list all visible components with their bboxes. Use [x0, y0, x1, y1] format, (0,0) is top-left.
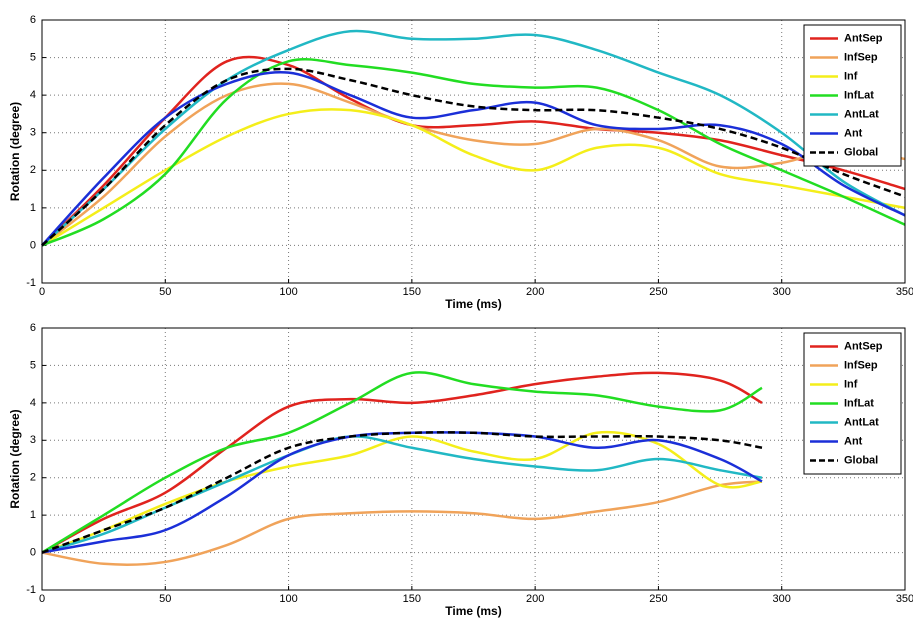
y-tick-label: 2 — [30, 164, 36, 176]
y-tick-label: 4 — [30, 397, 36, 409]
plot-area — [42, 20, 905, 283]
x-tick-label: 150 — [403, 593, 421, 605]
legend-label: Ant — [844, 435, 863, 447]
x-tick-label: 250 — [649, 593, 667, 605]
x-tick-label: 150 — [403, 286, 421, 298]
x-tick-label: 50 — [159, 286, 171, 298]
legend-label: Ant — [844, 127, 863, 139]
series-line — [41, 58, 906, 247]
x-tick-label: 200 — [526, 286, 544, 298]
y-tick-label: 0 — [30, 546, 36, 558]
plot-frame — [41, 327, 906, 591]
series-line — [41, 29, 906, 247]
legend-label: InfSep — [844, 359, 878, 371]
legend-label: AntLat — [844, 416, 879, 428]
y-tick-label: 1 — [30, 509, 36, 521]
y-tick-label: 4 — [30, 89, 36, 101]
x-tick-label: 300 — [773, 286, 791, 298]
series-line — [41, 430, 763, 554]
x-tick-label: 300 — [773, 593, 791, 605]
y-axis-label: Rotation (degree) — [8, 102, 22, 201]
legend-label: InfSep — [844, 51, 878, 63]
y-tick-label: 5 — [30, 359, 36, 371]
legend-label: Inf — [844, 70, 858, 82]
y-tick-label: 6 — [30, 14, 36, 26]
y-tick-label: 6 — [30, 322, 36, 334]
y-tick-label: 2 — [30, 472, 36, 484]
y-tick-label: -1 — [26, 584, 36, 596]
series-line — [41, 480, 763, 566]
x-tick-label: 100 — [279, 286, 297, 298]
legend-label: AntSep — [844, 340, 883, 352]
series-line — [41, 70, 906, 247]
y-tick-label: -1 — [26, 277, 36, 289]
y-tick-label: 5 — [30, 51, 36, 63]
series-line — [41, 371, 763, 554]
series-line — [41, 82, 906, 247]
x-axis-label: Time (ms) — [445, 297, 501, 311]
x-axis-label: Time (ms) — [445, 604, 501, 618]
legend-label: Global — [844, 146, 878, 158]
x-tick-label: 200 — [526, 593, 544, 605]
y-tick-label: 1 — [30, 202, 36, 214]
y-tick-label: 0 — [30, 239, 36, 251]
y-tick-label: 3 — [30, 434, 36, 446]
series-line — [41, 435, 763, 554]
legend-label: Global — [844, 454, 878, 466]
series-line — [41, 431, 763, 554]
legend-label: Inf — [844, 378, 858, 390]
x-tick-label: 350 — [896, 286, 913, 298]
legend-label: InfLat — [844, 397, 874, 409]
series-line — [41, 371, 763, 554]
series-line — [41, 67, 906, 247]
legend-label: AntSep — [844, 32, 883, 44]
y-axis-label: Rotation (degree) — [8, 409, 22, 508]
x-tick-label: 350 — [896, 593, 913, 605]
x-tick-label: 100 — [279, 593, 297, 605]
x-tick-label: 50 — [159, 593, 171, 605]
series-line — [41, 431, 763, 554]
legend-label: InfLat — [844, 89, 874, 101]
y-tick-label: 3 — [30, 127, 36, 139]
legend-label: AntLat — [844, 108, 879, 120]
x-tick-label: 0 — [39, 593, 45, 605]
series-line — [41, 108, 906, 247]
plot-frame — [41, 19, 906, 284]
x-tick-label: 250 — [649, 286, 667, 298]
x-tick-label: 0 — [39, 286, 45, 298]
